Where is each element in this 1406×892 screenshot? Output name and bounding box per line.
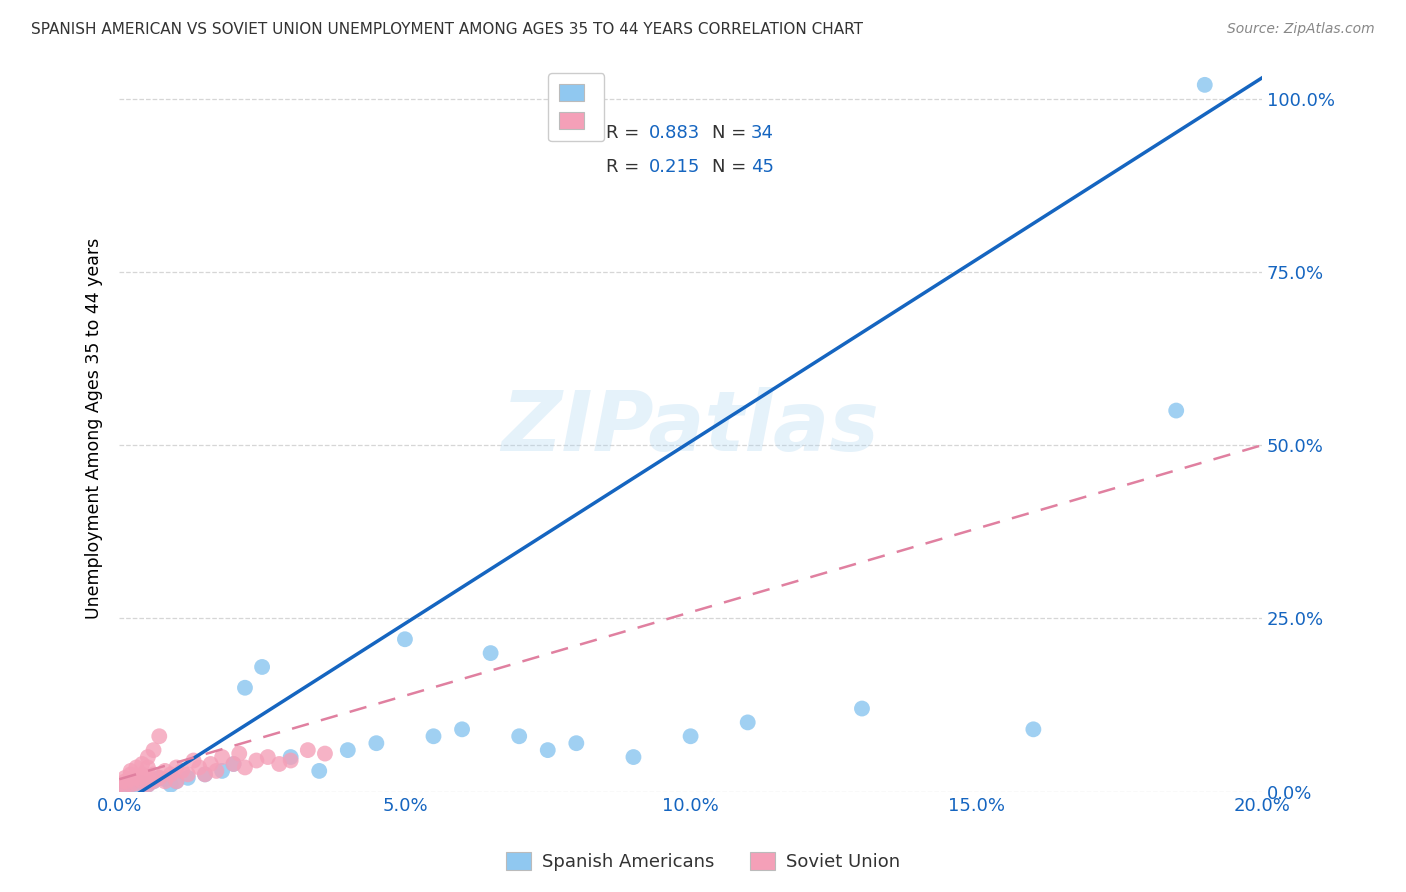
Point	[165, 774, 187, 789]
Point	[308, 764, 330, 778]
Point	[508, 729, 530, 743]
Point	[228, 747, 250, 761]
Point	[136, 760, 159, 774]
Point	[120, 772, 142, 787]
Point	[153, 772, 176, 787]
Text: 0.215: 0.215	[648, 158, 700, 177]
Point	[245, 754, 267, 768]
Point	[297, 743, 319, 757]
Point	[131, 756, 153, 771]
Point	[165, 760, 187, 774]
Point	[280, 754, 302, 768]
Point	[125, 760, 148, 774]
Point	[211, 764, 233, 778]
Text: R =: R =	[606, 124, 645, 142]
Point	[194, 767, 217, 781]
Text: N =: N =	[711, 124, 752, 142]
Text: N =: N =	[711, 158, 752, 177]
Point	[1166, 403, 1188, 417]
Point	[153, 764, 176, 778]
Point	[159, 778, 181, 792]
Point	[565, 736, 588, 750]
Point	[451, 723, 474, 737]
Text: R =: R =	[606, 158, 645, 177]
Point	[394, 632, 416, 647]
Point	[148, 771, 170, 785]
Point	[537, 743, 560, 757]
Point	[1194, 78, 1216, 92]
Point	[269, 756, 291, 771]
Point	[142, 774, 165, 789]
Point	[200, 756, 222, 771]
Point	[148, 771, 170, 785]
Point	[211, 750, 233, 764]
Point	[142, 767, 165, 781]
Point	[142, 743, 165, 757]
Point	[177, 767, 200, 781]
Text: 45: 45	[751, 158, 775, 177]
Point	[479, 646, 502, 660]
Point	[172, 764, 194, 778]
Point	[114, 771, 136, 785]
Point	[314, 747, 336, 761]
Legend: Spanish Americans, Soviet Union: Spanish Americans, Soviet Union	[498, 846, 908, 879]
Point	[250, 660, 273, 674]
Point	[623, 750, 645, 764]
Point	[222, 756, 245, 771]
Text: SPANISH AMERICAN VS SOVIET UNION UNEMPLOYMENT AMONG AGES 35 TO 44 YEARS CORRELAT: SPANISH AMERICAN VS SOVIET UNION UNEMPLO…	[31, 22, 863, 37]
Point	[188, 760, 211, 774]
Point	[120, 778, 142, 792]
Point	[256, 750, 278, 764]
Point	[131, 774, 153, 789]
Point	[153, 774, 176, 789]
Point	[136, 750, 159, 764]
Point	[125, 776, 148, 790]
Point	[366, 736, 388, 750]
Point	[183, 754, 205, 768]
Text: ZIPatlas: ZIPatlas	[502, 387, 880, 468]
Point	[336, 743, 359, 757]
Text: Source: ZipAtlas.com: Source: ZipAtlas.com	[1227, 22, 1375, 37]
Point	[222, 756, 245, 771]
Legend: , : ,	[548, 73, 605, 142]
Point	[120, 778, 142, 792]
Point	[136, 778, 159, 792]
Point	[165, 774, 187, 789]
Text: 0.883: 0.883	[648, 124, 700, 142]
Y-axis label: Unemployment Among Ages 35 to 44 years: Unemployment Among Ages 35 to 44 years	[86, 237, 103, 618]
Point	[280, 750, 302, 764]
Point	[114, 781, 136, 796]
Point	[131, 767, 153, 781]
Point	[120, 767, 142, 781]
Point	[737, 715, 759, 730]
Point	[422, 729, 444, 743]
Text: 34: 34	[751, 124, 775, 142]
Point	[233, 681, 256, 695]
Point	[108, 778, 131, 792]
Point	[142, 774, 165, 789]
Point	[679, 729, 702, 743]
Point	[114, 779, 136, 793]
Point	[131, 776, 153, 790]
Point	[177, 771, 200, 785]
Point	[120, 764, 142, 778]
Point	[159, 767, 181, 781]
Point	[1022, 723, 1045, 737]
Point	[136, 771, 159, 785]
Point	[205, 764, 228, 778]
Point	[125, 779, 148, 793]
Point	[114, 774, 136, 789]
Point	[125, 771, 148, 785]
Point	[136, 778, 159, 792]
Point	[194, 767, 217, 781]
Point	[851, 701, 873, 715]
Point	[233, 760, 256, 774]
Point	[148, 729, 170, 743]
